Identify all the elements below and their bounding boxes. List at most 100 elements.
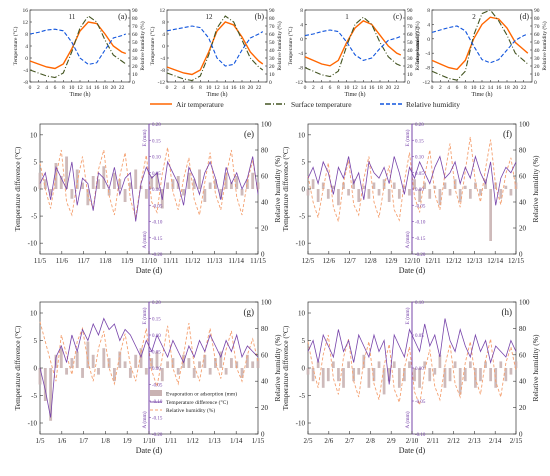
x-tick-label: 16 bbox=[94, 85, 100, 91]
evaporation-bar bbox=[144, 189, 148, 199]
inner-axis-tick-label: -0.15 bbox=[415, 237, 426, 242]
y2-axis-title: Relative humidity (%) bbox=[531, 334, 540, 402]
x-tick-label: 11/13 bbox=[207, 257, 223, 265]
y2-tick-label: 100 bbox=[519, 299, 530, 307]
y-tick-label: -8 bbox=[23, 80, 28, 86]
x-tick-label: 2/15 bbox=[510, 437, 523, 445]
y2-tick-label: 10 bbox=[269, 72, 275, 78]
y-tick-label: 8 bbox=[25, 32, 28, 38]
x-tick-label: 20 bbox=[513, 85, 519, 91]
evaporation-bar bbox=[229, 358, 233, 368]
y2-axis-title: Relative humidity (%) bbox=[139, 21, 146, 70]
y2-tick-label: 40 bbox=[519, 199, 527, 207]
x-tick-label: 2/14 bbox=[489, 437, 502, 445]
month-label: 1 bbox=[345, 13, 349, 21]
evaporation-bar bbox=[509, 368, 513, 375]
x-tick-label: 12/10 bbox=[404, 257, 420, 265]
y2-axis-title: Relative humidity (%) bbox=[273, 334, 282, 402]
x-tick-label: 8 bbox=[62, 85, 65, 91]
y2-tick-label: 30 bbox=[534, 56, 540, 62]
inner-axis-tick-label: -0.05 bbox=[152, 384, 163, 389]
x-tick-label: 2 bbox=[37, 85, 40, 91]
x-tick-label: 12 bbox=[77, 85, 83, 91]
y2-tick-label: 30 bbox=[132, 56, 138, 62]
x-tick-label: 11/6 bbox=[56, 257, 69, 265]
inner-axis-tick-label: -0.10 bbox=[415, 221, 426, 226]
y2-tick-label: 0 bbox=[519, 251, 523, 259]
x-tick-label: 22 bbox=[394, 85, 400, 91]
inner-axis-tick-label: 0.20 bbox=[152, 301, 161, 306]
x-axis-title: Time (h) bbox=[207, 91, 228, 98]
x-tick-label: 22 bbox=[256, 85, 262, 91]
x-tick-label: 0 bbox=[304, 85, 307, 91]
series-line-surface-temperature bbox=[304, 16, 402, 78]
evaporation-bar bbox=[514, 182, 518, 189]
inner-axis-tick-label: -0.15 bbox=[152, 237, 163, 242]
evaporation-bar bbox=[229, 182, 233, 189]
inner-axis-tick-label: -0.20 bbox=[152, 253, 163, 258]
plot-frame bbox=[304, 9, 406, 83]
x-tick-label: 1/7 bbox=[79, 437, 88, 445]
evaporation-bar bbox=[102, 166, 106, 189]
evaporation-bar bbox=[392, 361, 396, 368]
x-tick-label: 20 bbox=[386, 85, 392, 91]
evaporation-bar bbox=[123, 189, 127, 202]
y-tick-label: -10 bbox=[28, 240, 38, 248]
y-tick-label: -4 bbox=[425, 51, 430, 57]
evaporation-bar bbox=[453, 179, 457, 189]
y-axis-title: Temperature difference (°C) bbox=[281, 325, 290, 410]
evaporation-bar bbox=[166, 361, 170, 368]
evaporation-bar bbox=[458, 368, 462, 395]
x-tick-label: 2/7 bbox=[345, 437, 354, 445]
y2-tick-label: 0 bbox=[269, 80, 272, 86]
evaporation-bar bbox=[306, 189, 310, 196]
evaporation-bar bbox=[489, 189, 492, 241]
x-axis-title: Time (h) bbox=[345, 91, 366, 98]
evaporation-bar bbox=[70, 358, 74, 368]
evaporation-bar bbox=[347, 189, 350, 196]
evaporation-bar bbox=[423, 361, 427, 368]
x-tick-label: 22 bbox=[521, 85, 527, 91]
y2-tick-label: 80 bbox=[534, 16, 540, 22]
x-tick-label: 1/12 bbox=[186, 437, 199, 445]
evaporation-bar bbox=[38, 368, 42, 385]
x-tick-label: 14 bbox=[488, 85, 494, 91]
x-tick-label: 6 bbox=[54, 85, 57, 91]
inner-axis-tick-label: 0.05 bbox=[152, 172, 161, 177]
y-tick-label: 8 bbox=[162, 20, 165, 26]
y2-tick-label: 100 bbox=[519, 121, 530, 129]
x-tick-label: 11/7 bbox=[78, 257, 91, 265]
y-tick-label: 12 bbox=[23, 20, 29, 26]
evaporation-bar bbox=[118, 351, 122, 368]
evaporation-bar bbox=[418, 368, 421, 388]
x-tick-label: 2/10 bbox=[406, 437, 419, 445]
evaporation-bar bbox=[448, 368, 452, 382]
panel-e: -0.20 -0.15 -0.10 -0.05 0.00 0.05 0.10 0.15 0.20… bbox=[13, 121, 282, 276]
evaporation-bar bbox=[214, 358, 217, 368]
y2-tick-label: 20 bbox=[519, 225, 527, 233]
y2-tick-label: 20 bbox=[534, 64, 540, 70]
x-tick-label: 12/14 bbox=[487, 257, 503, 265]
x-tick-label: 14 bbox=[223, 85, 229, 91]
evaporation-bar bbox=[166, 182, 170, 189]
y2-tick-label: 60 bbox=[407, 32, 413, 38]
y2-tick-label: 90 bbox=[132, 8, 138, 14]
x-tick-label: 12/7 bbox=[343, 257, 356, 265]
x-tick-label: 10 bbox=[69, 85, 75, 91]
month-label: 2 bbox=[472, 13, 476, 21]
evaporation-bar bbox=[43, 179, 47, 189]
inner-axis-tick-label: -0.20 bbox=[415, 253, 426, 258]
evaporation-bar bbox=[397, 189, 401, 199]
x-tick-label: 2 bbox=[312, 85, 315, 91]
evaporation-bar bbox=[49, 368, 53, 421]
legend-swatch-bars bbox=[150, 390, 162, 396]
evaporation-bar bbox=[326, 368, 330, 382]
x-tick-label: 10 bbox=[344, 85, 350, 91]
y2-tick-label: 40 bbox=[132, 48, 138, 54]
y-tick-label: 0 bbox=[302, 186, 306, 194]
x-tick-label: 12/5 bbox=[302, 257, 315, 265]
y2-axis-title: Relative humidity (%) bbox=[541, 21, 548, 70]
x-tick-label: 12/9 bbox=[385, 257, 398, 265]
x-tick-label: 10 bbox=[471, 85, 477, 91]
y-axis-title: Temperature (°C) bbox=[287, 27, 294, 66]
